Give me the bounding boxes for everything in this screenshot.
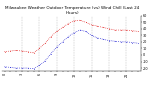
Text: Milwaukee Weather Outdoor Temperature (vs) Wind Chill (Last 24 Hours): Milwaukee Weather Outdoor Temperature (v… bbox=[5, 6, 139, 15]
